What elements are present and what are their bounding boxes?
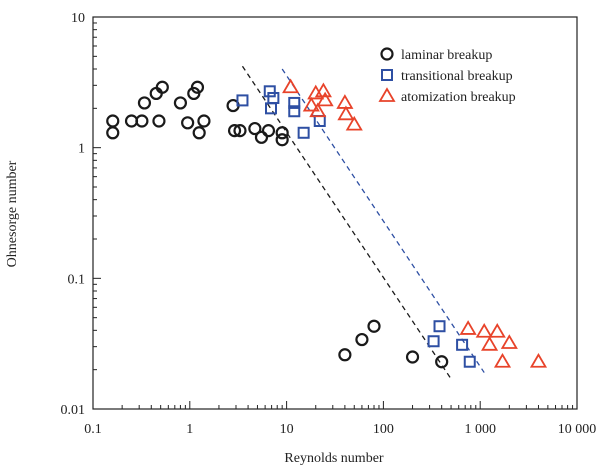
laminar-breakup-point bbox=[135, 114, 149, 128]
x-tick-label: 0.1 bbox=[84, 422, 102, 437]
legend-label: transitional breakup bbox=[401, 69, 513, 84]
transitional-breakup-point bbox=[267, 91, 280, 104]
y-tick-label: 10 bbox=[71, 11, 85, 26]
atomization-breakup-point bbox=[345, 115, 363, 131]
x-tick-label: 1 000 bbox=[464, 422, 496, 437]
x-tick-label: 10 000 bbox=[558, 422, 597, 437]
transitional-breakup-point bbox=[456, 338, 469, 351]
atomization-breakup-point bbox=[309, 102, 327, 118]
laminar-breakup-point bbox=[173, 96, 188, 110]
laminar-breakup-point bbox=[137, 96, 152, 110]
legend-marker bbox=[381, 69, 393, 81]
atomization-breakup-point bbox=[336, 94, 354, 109]
atomization-breakup-point bbox=[493, 352, 512, 368]
x-tick-label: 10 bbox=[280, 422, 294, 437]
transitional-breakup-point bbox=[236, 94, 249, 107]
transitional-breakup-point bbox=[297, 126, 310, 139]
atomization-breakup-point bbox=[529, 352, 548, 368]
atomization-breakup-point bbox=[475, 322, 493, 338]
laminar-breakup-point bbox=[338, 348, 352, 362]
atomization-breakup-point bbox=[500, 334, 518, 349]
atomization-breakup-point bbox=[337, 105, 355, 121]
laminar-breakup-point bbox=[254, 130, 269, 144]
transitional-breakup-point bbox=[433, 320, 446, 333]
transitional-breakup-point bbox=[427, 335, 440, 348]
laminar-breakup-point bbox=[227, 124, 242, 138]
y-tick-label: 0.1 bbox=[68, 272, 86, 287]
laminar-breakup-point bbox=[106, 114, 120, 128]
laminar-breakup-point bbox=[192, 126, 206, 140]
x-tick-label: 100 bbox=[373, 422, 394, 437]
laminar-breakup-point bbox=[367, 319, 381, 333]
laminar-breakup-point bbox=[275, 126, 289, 140]
legend-marker bbox=[378, 87, 396, 102]
plot-frame bbox=[92, 16, 578, 410]
laminar-breakup-point bbox=[261, 124, 276, 138]
atomization-breakup-point bbox=[282, 78, 300, 94]
laminar-breakup-point bbox=[275, 133, 289, 147]
trend-line bbox=[281, 68, 485, 373]
laminar-breakup-point bbox=[190, 80, 205, 94]
laminar-breakup-point bbox=[248, 121, 262, 136]
laminar-breakup-point bbox=[355, 332, 369, 347]
transitional-breakup-point bbox=[263, 85, 276, 98]
legend-marker bbox=[380, 47, 394, 61]
laminar-breakup-point bbox=[405, 350, 420, 364]
laminar-breakup-point bbox=[152, 114, 166, 128]
laminar-breakup-point bbox=[435, 355, 449, 369]
atomization-breakup-point bbox=[316, 91, 334, 107]
laminar-breakup-point bbox=[106, 126, 120, 140]
atomization-breakup-point bbox=[302, 96, 320, 112]
x-axis-label: Reynolds number bbox=[284, 451, 383, 466]
y-tick-label: 0.01 bbox=[61, 403, 86, 418]
laminar-breakup-point bbox=[155, 80, 169, 94]
transitional-breakup-point bbox=[288, 96, 301, 109]
atomization-breakup-point bbox=[459, 320, 477, 335]
atomization-breakup-point bbox=[488, 322, 506, 338]
legend-label: laminar breakup bbox=[401, 48, 492, 63]
atomization-breakup-point bbox=[481, 336, 499, 351]
laminar-breakup-point bbox=[181, 116, 195, 130]
y-tick-label: 1 bbox=[78, 142, 85, 157]
legend-label: atomization breakup bbox=[401, 90, 516, 105]
transitional-breakup-point bbox=[288, 105, 301, 118]
x-tick-label: 1 bbox=[186, 422, 193, 437]
transitional-breakup-point bbox=[463, 355, 476, 368]
y-axis-label: Ohnesorge number bbox=[5, 160, 20, 267]
laminar-breakup-point bbox=[233, 124, 247, 138]
laminar-breakup-point bbox=[197, 114, 211, 128]
